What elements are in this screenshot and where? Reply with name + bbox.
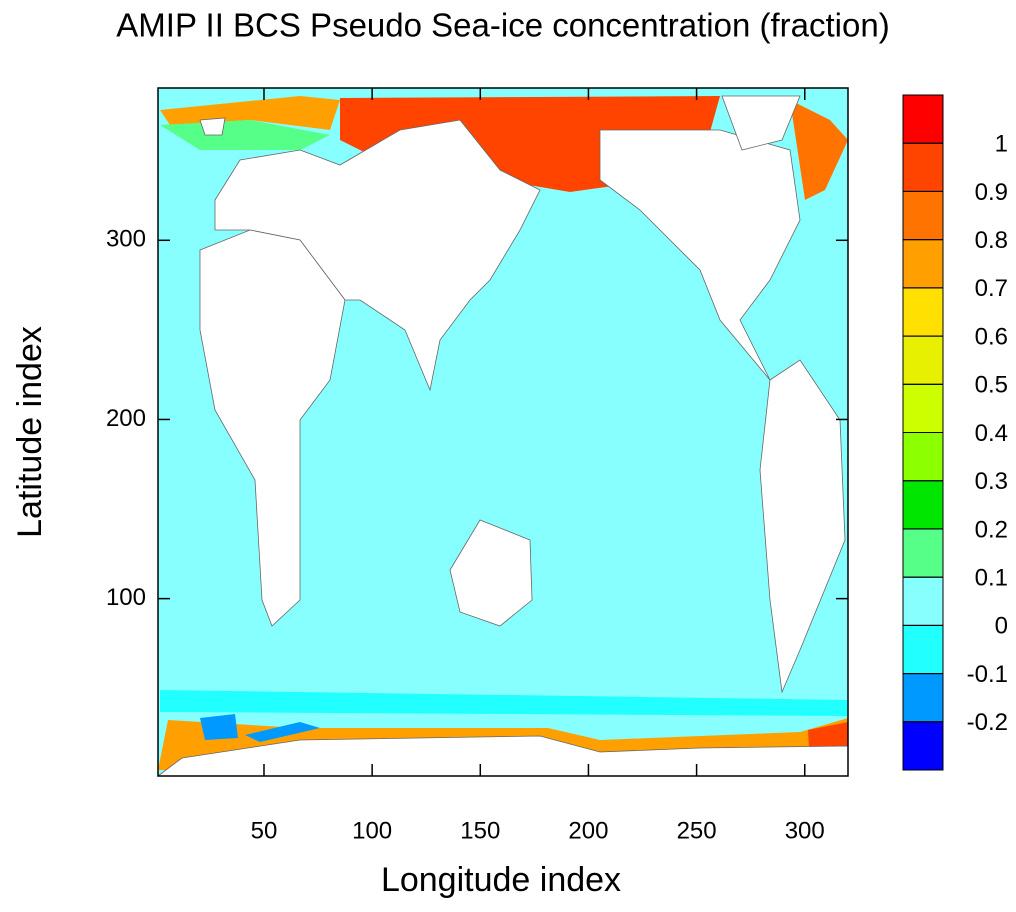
colorbar-label: 0 [995, 613, 1008, 640]
y-axis-label: Latitude index [11, 326, 49, 538]
colorbar-box [902, 335, 944, 385]
colorbar-label: 0.3 [975, 468, 1008, 495]
colorbar-label: 0.1 [975, 564, 1008, 591]
colorbar-label: 0.4 [975, 420, 1008, 447]
colorbar-label: 0.7 [975, 275, 1008, 302]
sea-ice [160, 690, 848, 716]
colorbar-box [902, 528, 944, 578]
x-tick-label: 300 [785, 817, 825, 844]
colorbar-box [902, 721, 944, 771]
colorbar-box [902, 673, 944, 723]
y-tick-label: 200 [106, 405, 146, 432]
land [449, 519, 533, 627]
colorbar-box [902, 142, 944, 192]
y-tick-label: 100 [106, 584, 146, 611]
x-tick-label: 100 [352, 817, 392, 844]
x-tick-label: 250 [677, 817, 717, 844]
colorbar-label: 0.6 [975, 323, 1008, 350]
x-tick-label: 50 [251, 817, 278, 844]
colorbar-box [902, 480, 944, 530]
colorbar-label: 0.5 [975, 372, 1008, 399]
chart-title: AMIP II BCS Pseudo Sea-ice concentration… [116, 7, 889, 44]
colorbar-label: 1 [995, 131, 1008, 158]
colorbar-label: 0.8 [975, 227, 1008, 254]
plot-frame [157, 87, 849, 777]
colorbar-box [902, 432, 944, 482]
sea-ice [245, 722, 320, 742]
colorbar-box [902, 383, 944, 433]
sea-ice [790, 100, 848, 200]
y-tick-label: 300 [106, 226, 146, 253]
land [759, 359, 846, 694]
colorbar-box [902, 287, 944, 337]
colorbar-label: 0.2 [975, 516, 1008, 543]
colorbar-box [902, 239, 944, 289]
land [599, 129, 801, 381]
colorbar-box [902, 94, 944, 144]
x-tick-label: 200 [568, 817, 608, 844]
land [199, 117, 226, 136]
x-axis-label: Longitude index [381, 861, 621, 899]
colorbar-box [902, 576, 944, 626]
colorbar-label: -0.1 [967, 661, 1008, 688]
land [721, 95, 801, 151]
map [156, 88, 849, 777]
sea-ice [200, 714, 238, 740]
colorbar-box [902, 190, 944, 241]
colorbar-label: -0.2 [967, 709, 1008, 736]
colorbar-box [902, 624, 944, 675]
colorbar-label: 0.9 [975, 179, 1008, 206]
land [199, 229, 346, 627]
x-tick-label: 150 [460, 817, 500, 844]
